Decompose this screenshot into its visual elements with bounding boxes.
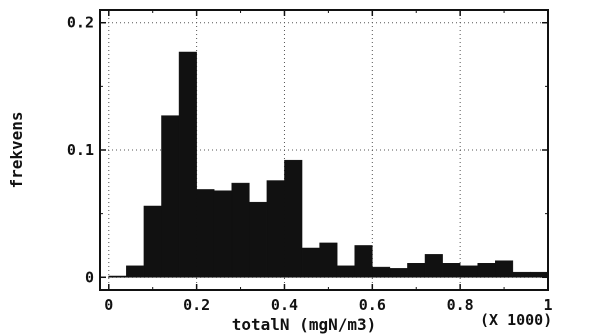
histogram-bars — [108, 51, 549, 278]
x-tick-label: 0.2 — [183, 296, 210, 314]
histogram-bar — [196, 189, 215, 278]
x-tick-label: 0 — [104, 296, 113, 314]
histogram-bar — [389, 268, 408, 278]
histogram-bar — [126, 265, 145, 278]
histogram-bar — [372, 266, 391, 278]
histogram-bar — [459, 265, 478, 278]
histogram-bar — [319, 242, 338, 278]
histogram-bar — [477, 263, 496, 278]
histogram-bar — [249, 201, 268, 278]
y-tick-label: 0.2 — [67, 14, 94, 32]
x-tick-label: 0.4 — [271, 296, 298, 314]
x-axis-multiplier: (X 1000) — [480, 311, 552, 329]
axis-ticks — [100, 10, 549, 290]
x-tick-label: 0.8 — [447, 296, 474, 314]
histogram-bar — [161, 115, 180, 278]
y-tick-labels: 0 0.1 0.2 — [67, 14, 94, 287]
histogram-bar — [530, 271, 549, 278]
histogram-bar — [266, 180, 285, 278]
histogram-bar — [301, 247, 320, 278]
x-tick-label: 1 — [543, 296, 552, 314]
histogram-bar — [143, 205, 162, 278]
histogram-bar — [495, 260, 514, 278]
histogram-bar — [336, 265, 355, 278]
x-tick-label: 0.6 — [359, 296, 386, 314]
x-tick-labels: 0 0.2 0.4 0.6 0.8 1 — [104, 296, 552, 314]
histogram-bar — [512, 271, 531, 278]
histogram-bar — [213, 190, 233, 278]
histogram-bar — [284, 159, 303, 278]
histogram-bar — [108, 275, 127, 278]
y-tick-label: 0 — [85, 268, 94, 286]
histogram-bar — [442, 263, 461, 278]
histogram-bar — [424, 254, 443, 278]
y-tick-label: 0.1 — [67, 141, 94, 159]
histogram-bar — [354, 245, 373, 278]
histogram-bar — [178, 51, 197, 278]
y-axis-label: frekvens — [7, 111, 26, 188]
histogram-bar — [231, 182, 250, 278]
histogram-bar — [407, 263, 426, 278]
x-axis-label: totalN (mgN/m3) — [232, 315, 377, 334]
